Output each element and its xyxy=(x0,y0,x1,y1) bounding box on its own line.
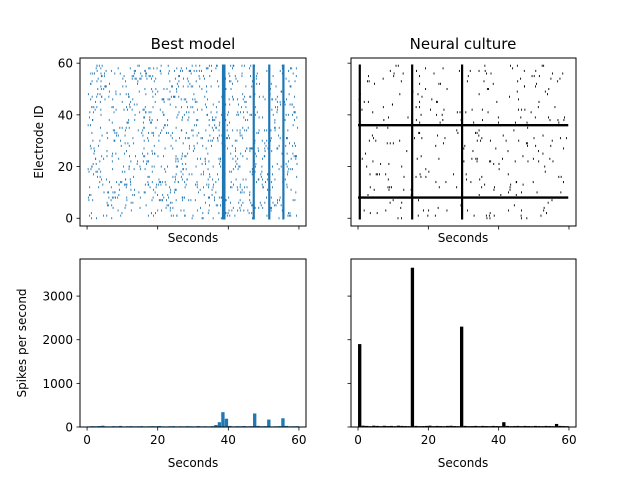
bar xyxy=(474,425,478,427)
x-tick-label: 20 xyxy=(150,433,165,447)
y-tick-label: 0 xyxy=(65,421,73,435)
y-tick-label: 0 xyxy=(65,212,73,226)
bar xyxy=(502,422,506,427)
best-model-x-label: Seconds xyxy=(168,231,218,245)
x-tick-label: 60 xyxy=(291,433,306,447)
bar xyxy=(533,425,538,427)
neural-culture-bars xyxy=(358,267,569,427)
x-tick-label: 60 xyxy=(561,433,576,447)
x-tick-label: 0 xyxy=(83,433,91,447)
bar xyxy=(361,425,365,427)
bar xyxy=(516,425,520,427)
neural-culture-spike-marks xyxy=(358,64,569,220)
bar xyxy=(459,326,464,427)
bar xyxy=(217,422,222,427)
y-tick-label: 1000 xyxy=(42,377,73,391)
bar xyxy=(228,425,232,427)
bar xyxy=(463,425,467,427)
bar xyxy=(449,425,453,427)
y-tick-label: 3000 xyxy=(42,290,73,304)
best-model-hist-y-ticks: 0 1000 2000 3000 xyxy=(42,290,80,435)
neural-culture-hist-x-label: Seconds xyxy=(438,456,488,470)
neural-culture-x-ticks xyxy=(357,226,570,230)
x-tick-label: 40 xyxy=(221,433,236,447)
best-model-title: Best model xyxy=(151,35,236,53)
bar xyxy=(284,425,289,427)
neural-culture-raster-panel: Neural culture Seconds xyxy=(347,35,577,245)
bar xyxy=(224,418,229,427)
neural-culture-x-label: Seconds xyxy=(438,231,488,245)
bar xyxy=(435,425,439,427)
bar xyxy=(396,425,401,427)
bar xyxy=(523,425,527,427)
neural-culture-hist-axes-frame xyxy=(350,258,577,428)
best-model-axes-frame xyxy=(79,57,307,227)
bar xyxy=(481,425,485,427)
neural-culture-title: Neural culture xyxy=(410,35,517,53)
neural-culture-axes-frame xyxy=(350,57,577,227)
bar xyxy=(389,425,393,427)
best-model-hist-x-label: Seconds xyxy=(168,456,218,470)
bar xyxy=(101,425,105,427)
bar xyxy=(428,425,432,427)
y-tick-label: 40 xyxy=(58,108,73,122)
neural-culture-y-ticks xyxy=(347,62,351,219)
bar xyxy=(253,413,257,427)
bar xyxy=(414,425,418,427)
y-tick-label: 20 xyxy=(58,160,73,174)
bar xyxy=(445,425,450,427)
neural-culture-hist-x-ticks: 0 20 40 60 xyxy=(354,427,577,447)
best-model-histogram-panel: 0 20 40 60 0 1000 2000 3000 Seconds Spikes per… xyxy=(15,258,307,470)
bar xyxy=(214,425,218,427)
best-model-hist-y-label: Spikes per second xyxy=(15,288,29,397)
best-model-x-ticks xyxy=(86,226,300,230)
neural-culture-histogram-panel: 0 20 40 60 Seconds xyxy=(347,258,577,470)
x-tick-label: 40 xyxy=(491,433,506,447)
best-model-y-label: Electrode ID xyxy=(32,105,46,178)
x-tick-label: 20 xyxy=(421,433,436,447)
bar xyxy=(410,267,415,427)
bar xyxy=(400,425,404,427)
best-model-hist-axes-frame xyxy=(79,258,307,428)
bar xyxy=(118,425,123,427)
bar xyxy=(558,425,562,427)
bar xyxy=(372,425,376,427)
bar xyxy=(358,344,362,427)
best-model-hist-x-ticks: 0 20 40 60 xyxy=(83,427,307,447)
y-tick-label: 60 xyxy=(58,57,73,71)
bar xyxy=(375,425,379,427)
bar xyxy=(544,425,548,427)
bar xyxy=(267,419,271,427)
best-model-bars xyxy=(87,412,299,427)
bar xyxy=(505,425,510,427)
y-tick-label: 2000 xyxy=(42,333,73,347)
x-tick-label: 0 xyxy=(354,433,362,447)
bar xyxy=(491,425,495,427)
best-model-spike-marks xyxy=(87,64,299,220)
bar xyxy=(256,425,260,427)
bar xyxy=(424,425,429,427)
bar xyxy=(382,425,386,427)
bar xyxy=(365,425,369,427)
neural-culture-hist-y-ticks xyxy=(347,295,351,428)
best-model-raster-panel: Best model 0 20 40 60 Seconds Electrode ID xyxy=(32,35,307,245)
bar xyxy=(221,412,225,427)
bar xyxy=(554,423,559,427)
bar xyxy=(281,418,285,427)
best-model-y-ticks: 0 20 40 60 xyxy=(58,57,80,226)
